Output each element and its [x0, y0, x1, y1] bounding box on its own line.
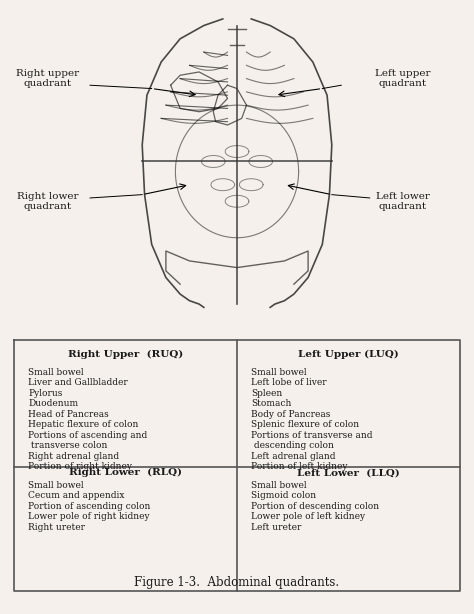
Text: Small bowel: Small bowel: [251, 481, 307, 490]
Text: Left ureter: Left ureter: [251, 523, 301, 532]
Text: Figure 1-3.  Abdominal quadrants.: Figure 1-3. Abdominal quadrants.: [135, 575, 339, 589]
Text: descending colon: descending colon: [251, 441, 334, 450]
Text: Lower pole of right kidney: Lower pole of right kidney: [28, 512, 150, 521]
Text: Left lobe of liver: Left lobe of liver: [251, 378, 327, 387]
Text: Left Upper (LUQ): Left Upper (LUQ): [298, 349, 399, 359]
Text: Right Lower  (RLQ): Right Lower (RLQ): [69, 468, 182, 477]
Text: Left lower
quadrant: Left lower quadrant: [376, 192, 430, 211]
Text: Small bowel: Small bowel: [28, 368, 84, 377]
Text: Pylorus: Pylorus: [28, 389, 63, 398]
Text: Duodenum: Duodenum: [28, 399, 79, 408]
Text: Right ureter: Right ureter: [28, 523, 85, 532]
Text: Portion of descending colon: Portion of descending colon: [251, 502, 379, 511]
Text: Left adrenal gland: Left adrenal gland: [251, 452, 336, 460]
Text: Right lower
quadrant: Right lower quadrant: [17, 192, 78, 211]
Text: transverse colon: transverse colon: [28, 441, 108, 450]
Text: Spleen: Spleen: [251, 389, 283, 398]
Text: Head of Pancreas: Head of Pancreas: [28, 410, 109, 419]
Text: Portion of ascending colon: Portion of ascending colon: [28, 502, 151, 511]
Text: Left Lower  (LLQ): Left Lower (LLQ): [297, 468, 400, 477]
Text: Left upper
quadrant: Left upper quadrant: [375, 69, 431, 88]
Text: Cecum and appendix: Cecum and appendix: [28, 491, 125, 500]
Text: Small bowel: Small bowel: [251, 368, 307, 377]
Text: Portions of ascending and: Portions of ascending and: [28, 430, 148, 440]
Text: Portion of left kidney: Portion of left kidney: [251, 462, 348, 471]
Text: Portion of right kidney: Portion of right kidney: [28, 462, 132, 471]
Text: Body of Pancreas: Body of Pancreas: [251, 410, 330, 419]
Text: Lower pole of left kidney: Lower pole of left kidney: [251, 512, 365, 521]
Text: Sigmoid colon: Sigmoid colon: [251, 491, 316, 500]
Text: Right upper
quadrant: Right upper quadrant: [16, 69, 79, 88]
Text: Splenic flexure of colon: Splenic flexure of colon: [251, 420, 359, 429]
Text: Small bowel: Small bowel: [28, 481, 84, 490]
Text: Right adrenal gland: Right adrenal gland: [28, 452, 119, 460]
Text: Hepatic flexure of colon: Hepatic flexure of colon: [28, 420, 139, 429]
Text: Liver and Gallbladder: Liver and Gallbladder: [28, 378, 128, 387]
Text: Portions of transverse and: Portions of transverse and: [251, 430, 373, 440]
Text: Stomach: Stomach: [251, 399, 292, 408]
Text: Right Upper  (RUQ): Right Upper (RUQ): [68, 349, 183, 359]
